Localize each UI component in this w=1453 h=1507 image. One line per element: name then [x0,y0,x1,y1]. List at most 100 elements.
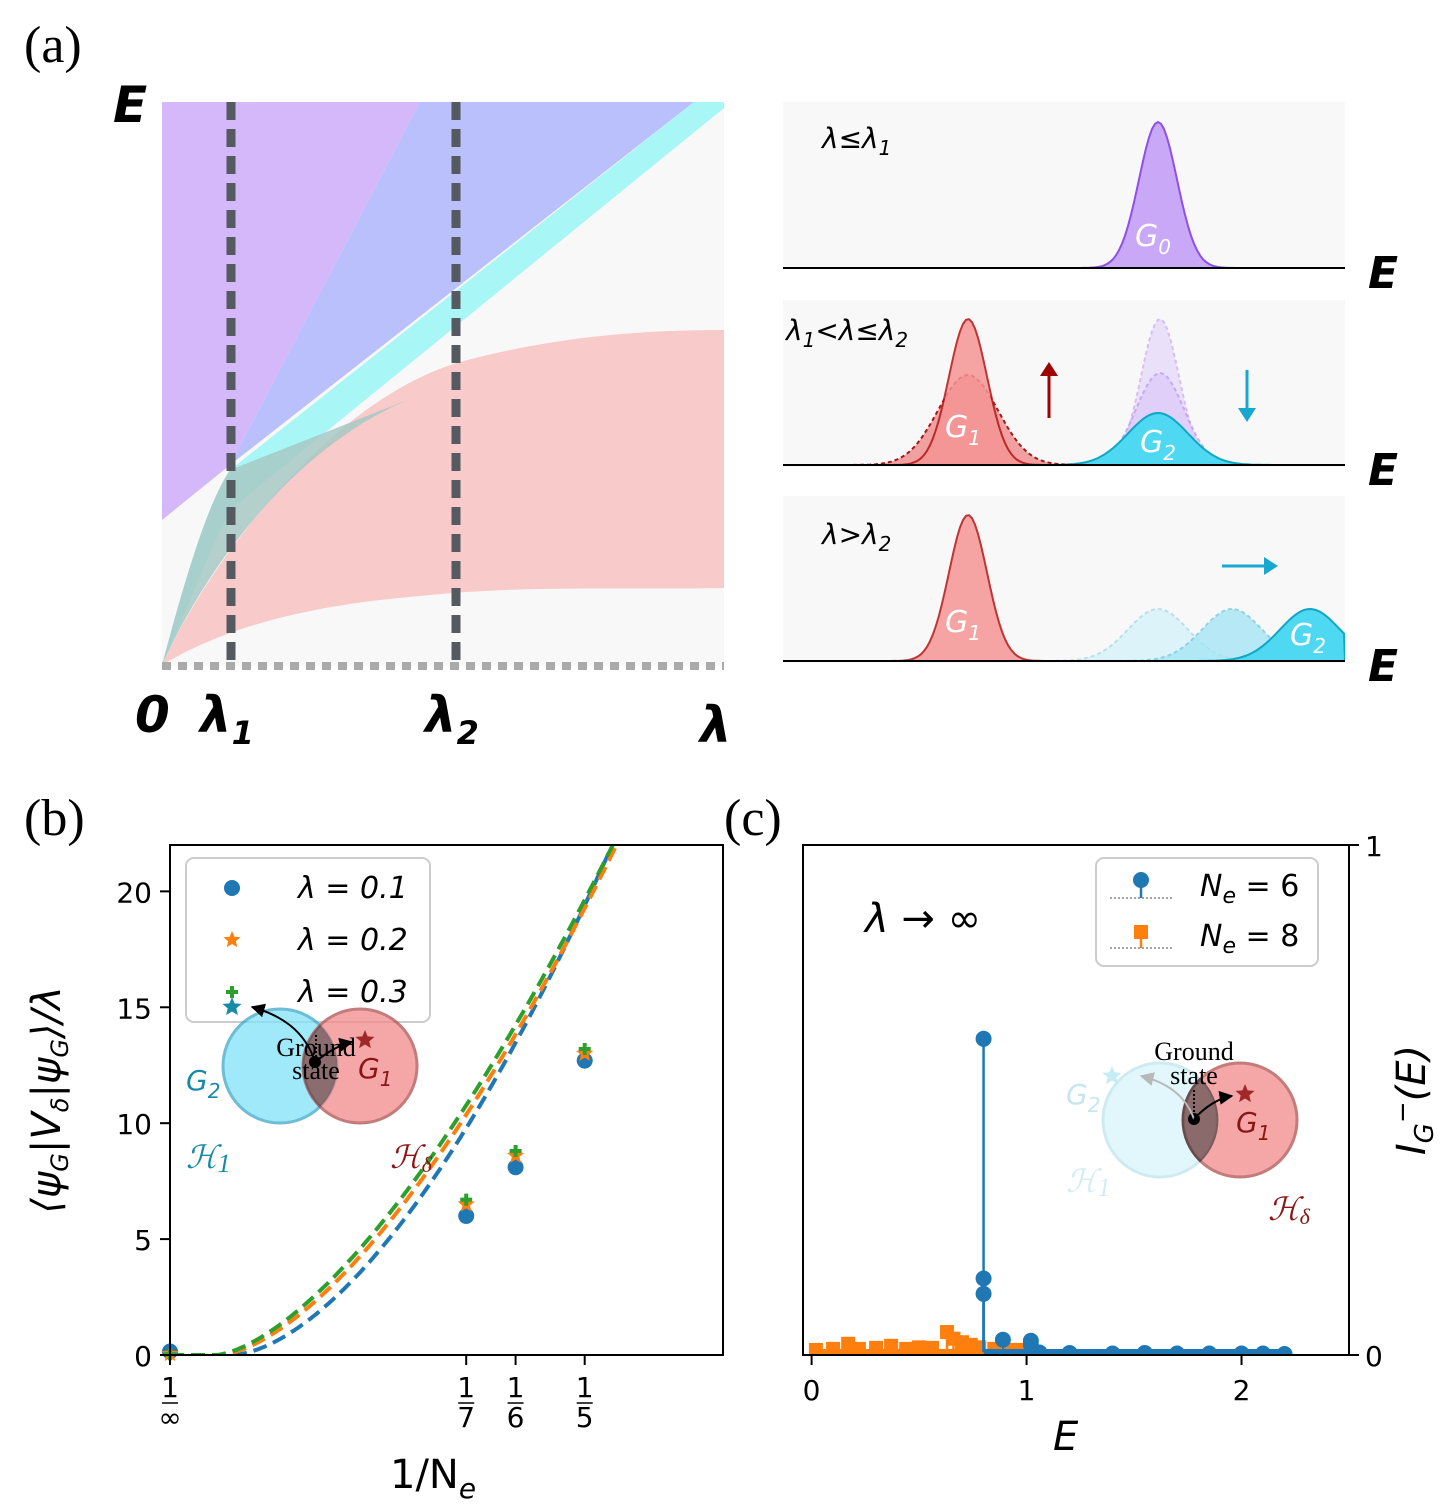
peak-g2-label: G2 [1140,425,1176,465]
y-tick-label-15: 15 [116,992,152,1025]
g2-star-icon [222,997,242,1016]
x-tick-numerator-3: 1 [576,1371,594,1404]
panel-c-frame [802,844,1350,1356]
peak-g1-label: G1 [945,410,981,450]
x-tick-numerator-1: 1 [457,1371,475,1404]
legend-label-ne8: Ne = 8 [1200,919,1299,959]
peak-g2-label: G2 [1290,618,1326,658]
data-point-series-1-2 [458,1207,475,1224]
x-tick-denominator-2: 6 [507,1401,525,1434]
stem-head-series-1-2 [975,1270,992,1287]
peak-g1-label: G1 [945,605,981,645]
data-point-series-3-3 [509,1145,522,1157]
stem-head-series-1-1 [975,1030,992,1047]
panel-b-label: (b) [24,790,85,847]
inset-c-g1-label: G1 [1236,1106,1270,1145]
x-tick-label-0: 0 [803,1374,821,1407]
panel-a-label: (a) [24,17,82,74]
legend-label-ne6: Ne = 6 [1200,869,1299,909]
legend-marker-lambda-0-1 [224,880,240,896]
g1-star-icon [355,1030,375,1049]
fit-curve-series-1 [170,845,615,1355]
panel-b-y-axis-title: ⟨ψG|Vδ|ψG⟩/λ [24,986,74,1213]
stem-head-series-2-1 [808,1342,823,1355]
subplot-2-background [783,300,1345,467]
panel-a-y-axis-label: E [113,76,147,134]
ground-label-line1-c: Ground [1154,1037,1233,1066]
subplot-1-condition: λ≤λ1 [820,122,891,160]
stem-head-series-2-3 [841,1336,856,1351]
y-tick-label-1: 1 [1365,830,1383,863]
panel-b-x-axis-title: 1/Ne [390,1452,476,1505]
stem-head-series-2-2 [826,1341,841,1355]
stem-head-series-1-15 [1276,1345,1293,1355]
g2-star-icon-faded [1102,1066,1122,1085]
x-tick-denominator-0: ∞ [158,1401,181,1434]
legend-label-lambda-0-3: λ = 0.3 [296,975,408,1010]
panel-c-inset-diagram: Ground state G2 G1 ℋ1 ℋδ [1066,1037,1311,1229]
g1-star-icon [1235,1084,1255,1103]
subplot-3-condition: λ>λ2 [820,518,891,556]
data-point-series-3-2 [460,1193,473,1206]
subplot-3-energy-label: E [1368,641,1398,692]
legend-label-lambda-0-1: λ = 0.1 [296,871,408,906]
data-point-series-1-3 [507,1159,524,1176]
blue-band [230,102,694,465]
inset-b-hd-label: ℋδ [390,1139,433,1177]
legend-c-box [1095,857,1319,967]
arrow-to-g1 [1193,1090,1234,1120]
stem-head-series-1-3 [975,1285,992,1302]
panel-a-tick-zero: 0 [135,686,170,744]
down-arrow-icon [1238,408,1256,422]
panel-c-y-axis-title: IG−(E) [1388,1045,1440,1155]
panel-b-inset-diagram: Ground G2 G1 ℋ1 ℋδ [186,997,433,1178]
stem-head-series-1-9 [1104,1345,1121,1355]
stem-head-series-2-4 [851,1341,866,1355]
stem-head-series-1-12 [1201,1345,1218,1355]
lambda-infinity-label: λ → ∞ [863,896,981,942]
y-tick-label-20: 20 [116,876,152,909]
x-tick-label-1: 1 [1018,1374,1036,1407]
legend-marker-ne6 [1133,872,1149,888]
panel-a-tick-lambda1: λ1 [197,686,254,752]
stem-head-series-2-9 [924,1340,939,1355]
panel-b-frame [169,844,724,1356]
panel-a-subplot-2: λ1<λ≤λ2 G1 G2 E [783,300,1398,496]
up-arrow-icon [1040,362,1058,376]
panel-a-x-axis-label: λ [697,696,732,754]
arrow-to-g1 [314,1037,354,1063]
panel-a-subplot-3: λ>λ2 G1 G2 E [783,496,1398,692]
subplot-1-energy-label: E [1368,248,1398,299]
y-tick-label-0: 0 [1365,1340,1383,1373]
overlap-lens [302,1025,338,1107]
inset-c-h1-label: ℋ1 [1066,1163,1111,1202]
y-tick-label-5: 5 [134,1224,152,1257]
inset-c-hd-label: ℋδ [1268,1191,1311,1229]
panel-c-label: (c) [724,790,782,847]
stem-head-series-1-4 [994,1331,1011,1348]
arrow-to-g2 [250,1003,316,1063]
data-point-series-3-4 [578,1043,591,1055]
inset-b-g1-label: G1 [358,1052,392,1091]
overlap-band [162,395,420,665]
stem-head-series-2-5 [869,1340,884,1355]
faded-arrow-to-g2 [1139,1072,1195,1120]
red-band [162,330,724,665]
stem-head-series-1-13 [1233,1345,1250,1355]
right-arrow-icon [1264,557,1278,575]
legend-marker-lambda-0-3 [226,986,238,998]
panel-c-x-axis-title: E [1053,1414,1079,1460]
subplot-2-energy-label: E [1368,445,1398,496]
stem-head-series-1-8 [1061,1344,1078,1355]
subplot-1-background [783,102,1345,269]
x-tick-denominator-3: 5 [576,1401,594,1434]
legend-label-lambda-0-2: λ = 0.2 [296,923,408,958]
stem-head-series-1-11 [1169,1345,1186,1355]
inset-b-g2-label: G2 [186,1064,220,1103]
y-tick-label-0: 0 [134,1340,152,1373]
panel-c-legend: Ne = 6 Ne = 8 [1095,857,1319,967]
stem-head-series-2-8 [912,1340,927,1355]
inset-b-h1-label: ℋ1 [186,1139,231,1178]
